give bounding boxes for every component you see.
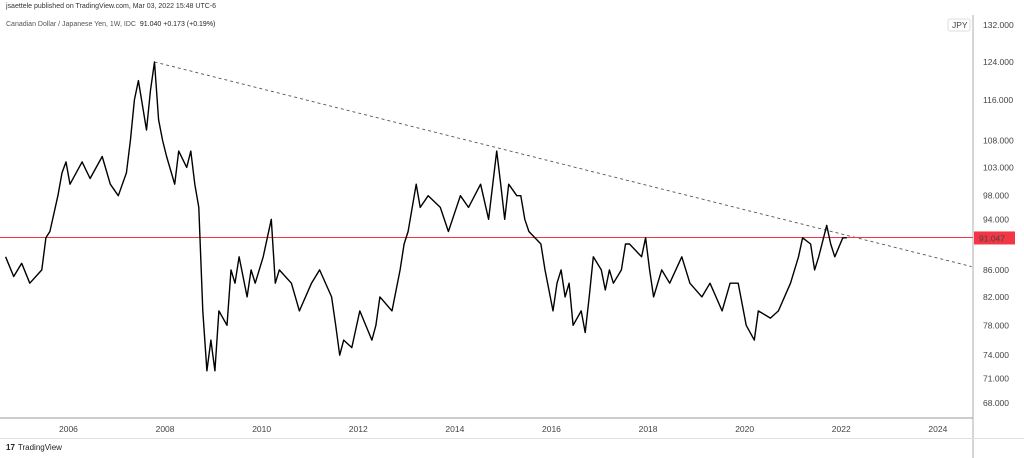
- y-tick-label-top: 132.000: [983, 20, 1014, 30]
- y-tick-label: 116.000: [983, 95, 1013, 105]
- trendline: [154, 61, 972, 267]
- y-tick-label: 108.000: [983, 135, 1014, 145]
- currency-badge[interactable]: [947, 18, 971, 32]
- y-tick-label: 103.000: [983, 162, 1014, 172]
- x-tick-label: 2016: [542, 424, 561, 434]
- symbol-title: Canadian Dollar / Japanese Yen, 1W, IDC: [6, 21, 136, 28]
- tradingview-logo[interactable]: 17 TradingView: [6, 443, 62, 452]
- price-change: +0.173 (+0.19%): [163, 21, 216, 28]
- symbol-legend: Canadian Dollar / Japanese Yen, 1W, IDC …: [6, 21, 215, 28]
- x-tick-label: 2020: [735, 424, 754, 434]
- y-tick-label: 94.000: [983, 214, 1009, 224]
- x-tick-label: 2014: [445, 424, 464, 434]
- x-tick-label: 2010: [252, 424, 271, 434]
- brand-text: TradingView: [17, 443, 62, 452]
- last-price: 91.040: [139, 21, 162, 28]
- x-tick-label: 2022: [832, 424, 851, 434]
- y-tick-label: 86.000: [983, 265, 1009, 275]
- x-tick-label: 2012: [349, 424, 368, 434]
- x-tick-label: 2008: [156, 424, 175, 434]
- y-tick-label: 68.000: [983, 398, 1009, 408]
- tradingview-logo-icon: 17: [6, 443, 15, 452]
- currency-badge-label: JPY: [952, 20, 968, 30]
- y-tick-label: 82.000: [983, 292, 1009, 302]
- publisher-line: jsaettele published on TradingView.com, …: [6, 3, 216, 10]
- y-tick-label: 124.000: [983, 57, 1014, 67]
- y-tick-label: 78.000: [983, 320, 1009, 330]
- x-tick-label: 2024: [928, 424, 947, 434]
- y-tick-label: 74.000: [983, 350, 1009, 360]
- current-price-label-box: [974, 231, 1015, 245]
- footer-divider: [0, 438, 1024, 439]
- x-tick-label: 2018: [639, 424, 658, 434]
- y-tick-label: 71.000: [983, 374, 1009, 384]
- x-tick-label: 2006: [59, 424, 78, 434]
- y-tick-label: 98.000: [983, 191, 1009, 201]
- current-price-label: 91.047: [979, 233, 1005, 243]
- price-series-line: [4, 61, 847, 372]
